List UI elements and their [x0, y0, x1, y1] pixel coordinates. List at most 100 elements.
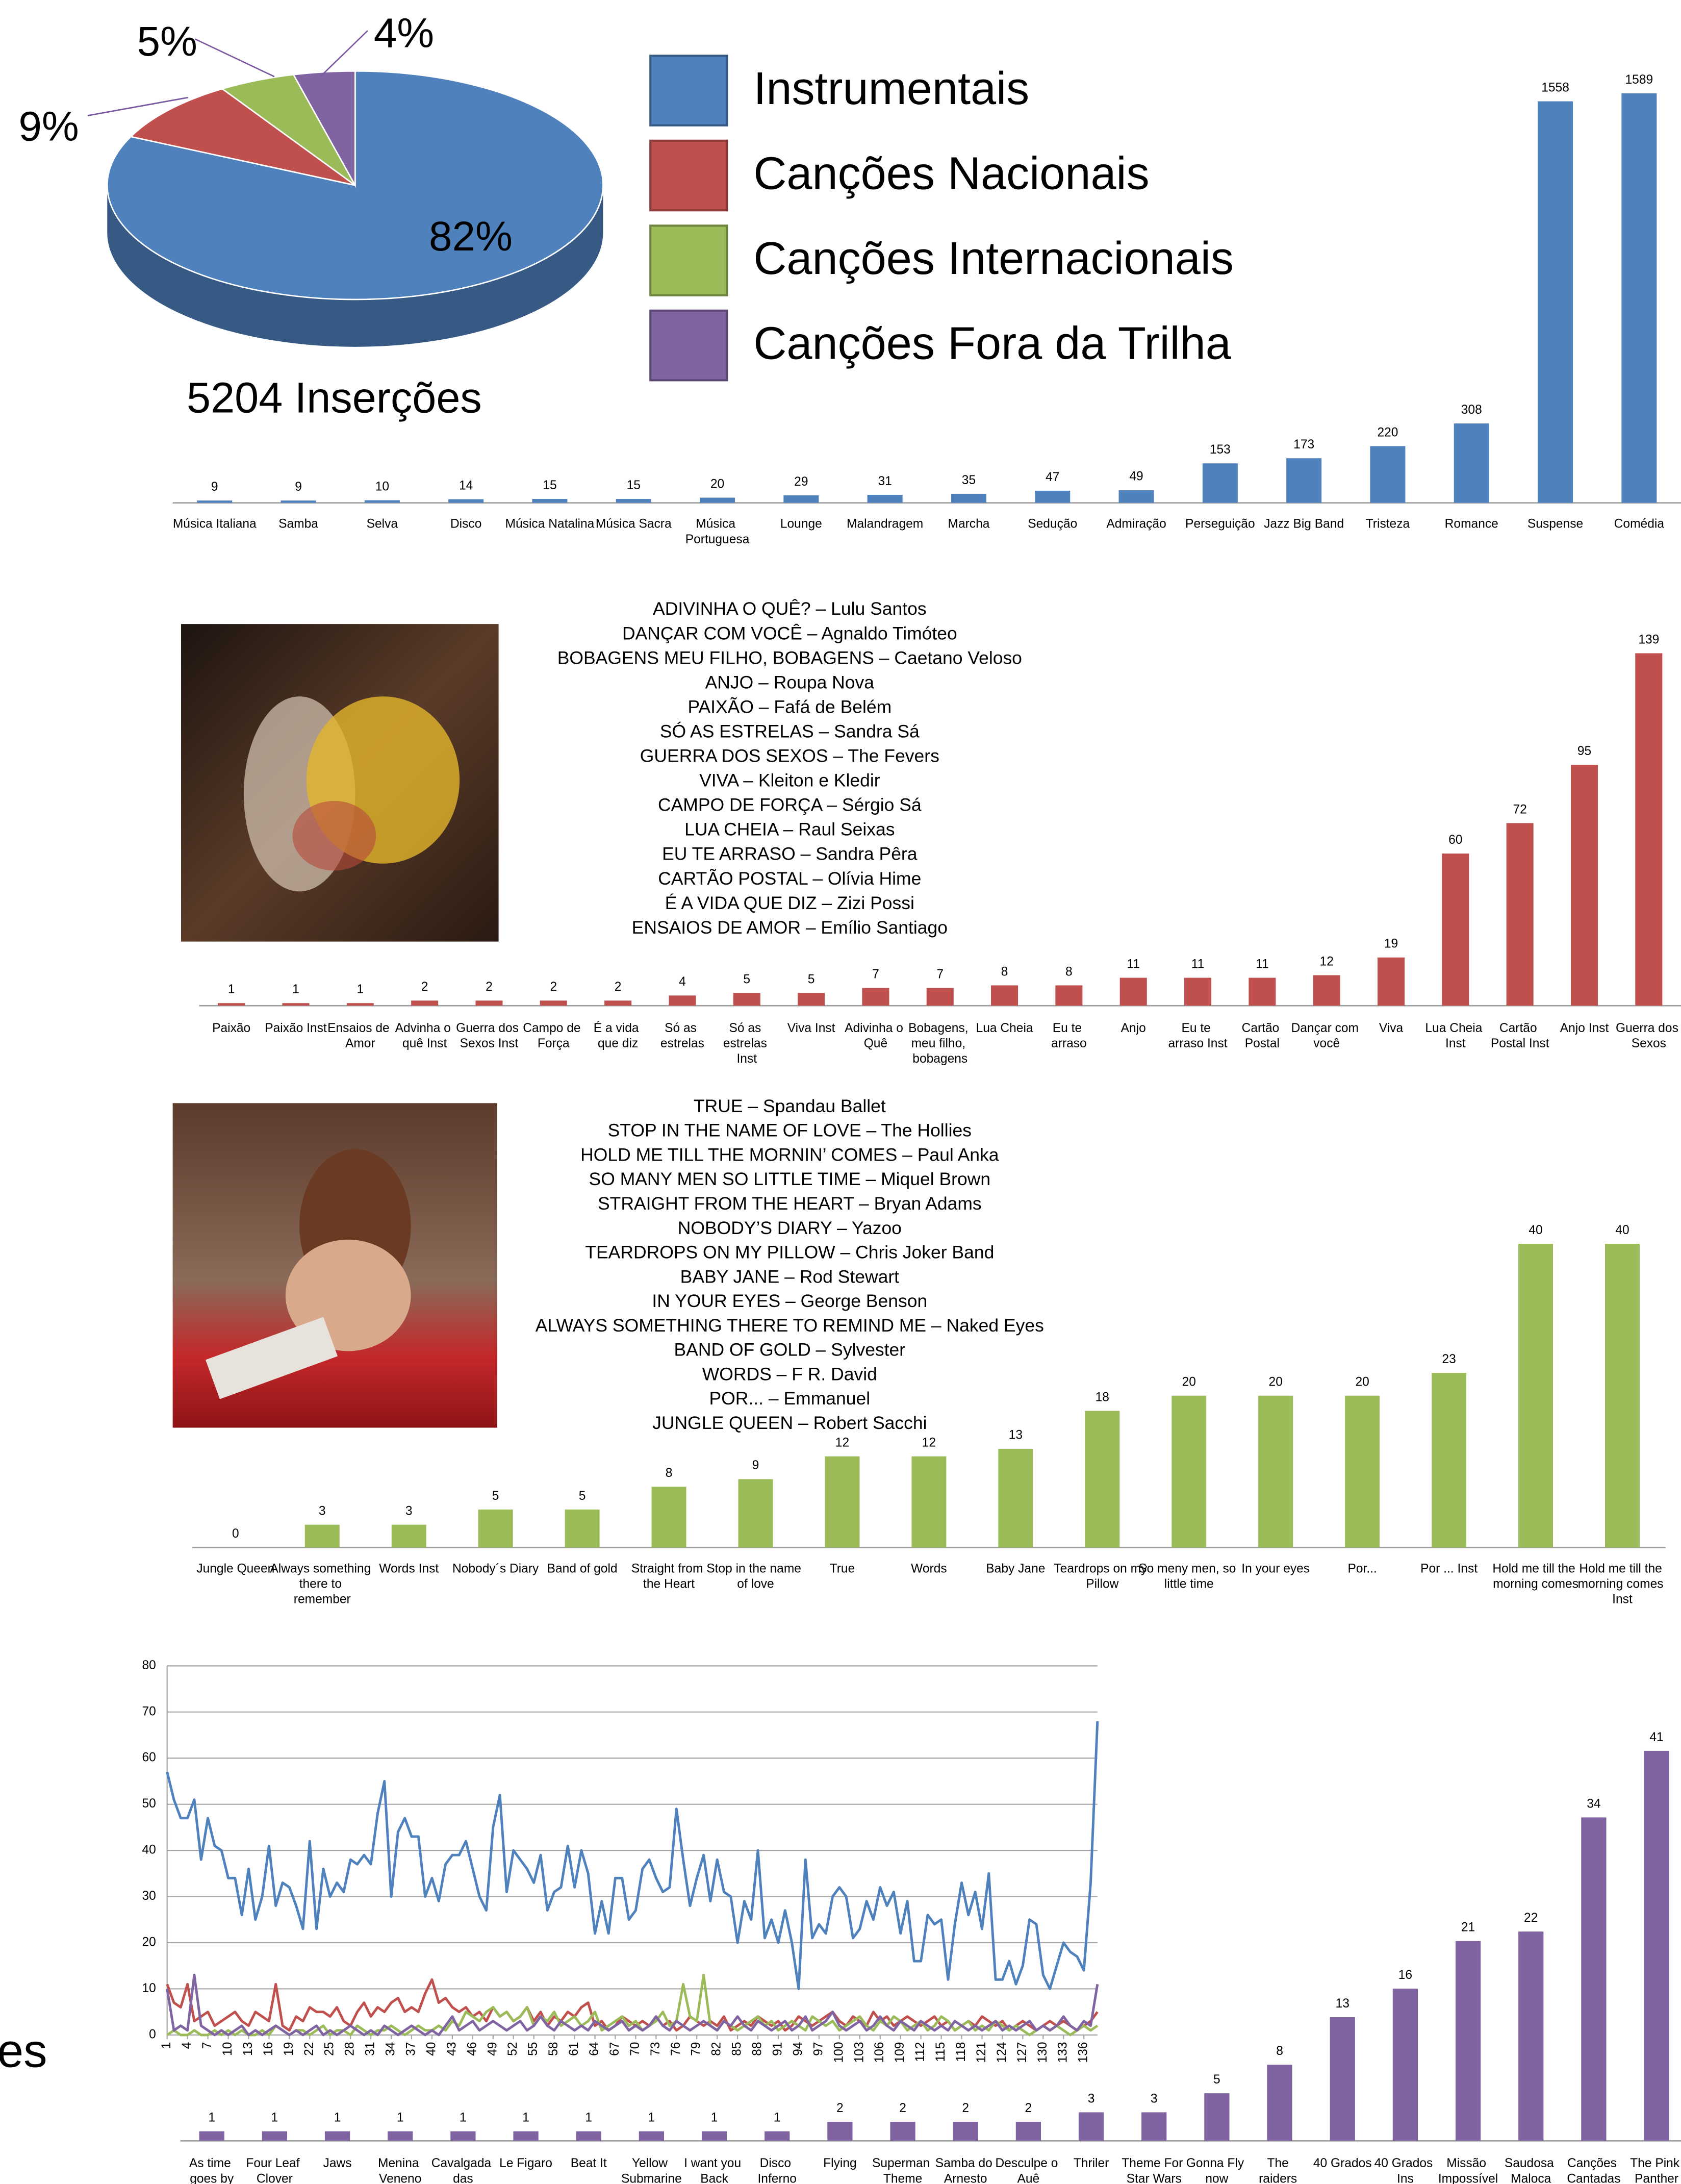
value-label: 13 — [1336, 1997, 1349, 2011]
x-tick-label: Lua Cheia Inst — [1425, 1021, 1486, 1050]
legend-swatch — [649, 139, 728, 212]
x-tick-label: Viva — [1379, 1021, 1404, 1035]
song-line: É A VIDA QUE DIZ – Zizi Possi — [665, 893, 914, 913]
bar — [1118, 490, 1154, 503]
song-line: ENSAIOS DE AMOR – Emílio Santiago — [632, 917, 948, 938]
bar — [1432, 1373, 1467, 1548]
value-label: 1 — [271, 2111, 278, 2125]
song-line: IN YOUR EYES – George Benson — [652, 1291, 927, 1311]
bar — [565, 1509, 600, 1548]
value-label: 5 — [1213, 2073, 1220, 2087]
bar — [513, 2131, 539, 2141]
bar — [346, 1003, 374, 1006]
value-label: 3 — [319, 1504, 326, 1518]
y-tick-label: 30 — [142, 1889, 156, 1903]
bar — [1204, 2093, 1230, 2141]
bar — [926, 988, 954, 1006]
bar — [953, 2122, 978, 2141]
x-tick-label: In your eyes — [1241, 1562, 1310, 1575]
value-label: 16 — [1398, 1968, 1412, 1982]
x-tick-label: 73 — [649, 2042, 663, 2056]
bar — [991, 985, 1018, 1006]
value-label: 1 — [522, 2111, 529, 2125]
bar — [1171, 1395, 1207, 1548]
bar — [1035, 490, 1071, 503]
line-series — [166, 1721, 1099, 1990]
value-label: 2 — [899, 2101, 906, 2115]
x-tick-label: So meny men, so little time — [1138, 1562, 1239, 1591]
x-tick-label: Always something there to remember — [270, 1562, 374, 1606]
value-label: 173 — [1293, 438, 1314, 451]
x-tick-label: Dançar com você — [1291, 1021, 1362, 1050]
x-tick-label: É a vida que diz — [594, 1021, 643, 1050]
x-tick-label: True — [830, 1562, 855, 1575]
x-tick-label: Música Portuguesa — [685, 517, 750, 546]
x-tick-label: 127 — [1015, 2042, 1029, 2063]
x-tick-label: Nobody´s Diary — [452, 1562, 539, 1575]
value-label: 12 — [1320, 955, 1334, 968]
x-tick-label: The raiders march — [1259, 2156, 1301, 2184]
x-tick-label: As time goes by — [189, 2156, 235, 2184]
x-tick-label: Thriler — [1074, 2156, 1109, 2170]
value-label: 10 — [375, 480, 389, 493]
x-tick-label: Paixão — [212, 1021, 250, 1035]
value-label: 20 — [1269, 1375, 1283, 1389]
bar — [281, 500, 316, 503]
value-label: 220 — [1377, 425, 1398, 439]
bar — [1267, 2065, 1292, 2141]
x-tick-label: Só as estrelas — [660, 1021, 704, 1050]
x-tick-label: Romance — [1445, 517, 1498, 531]
song-line: DANÇAR COM VOCÊ – Agnaldo Timóteo — [622, 623, 957, 643]
x-tick-label: Gonna Fly now — [1186, 2156, 1247, 2184]
x-tick-label: 13 — [241, 2042, 255, 2056]
value-label: 2 — [1025, 2101, 1032, 2115]
x-tick-label: 76 — [669, 2042, 683, 2056]
y-tick-label: 20 — [142, 1935, 156, 1949]
x-tick-label: 88 — [751, 2042, 765, 2056]
bar — [1078, 2112, 1104, 2141]
x-tick-label: 19 — [282, 2042, 296, 2056]
x-tick-label: 28 — [343, 2042, 357, 2056]
bar — [540, 1000, 567, 1006]
legend-label: Canções Nacionais — [753, 148, 1149, 199]
bar — [391, 1524, 426, 1548]
bar — [1392, 1989, 1418, 2141]
bar — [1378, 957, 1405, 1006]
x-tick-label: Música Italiana — [173, 517, 257, 531]
y-tick-label: 50 — [142, 1797, 156, 1811]
x-tick-label: Desculpe o Auê — [996, 2156, 1062, 2184]
leader-line — [320, 30, 368, 78]
x-tick-label: 55 — [526, 2042, 540, 2056]
x-tick-label: 10 — [221, 2042, 235, 2056]
legend-label: Canções Fora da Trilha — [753, 318, 1231, 369]
x-tick-label: 124 — [995, 2042, 1009, 2063]
value-label: 11 — [1127, 957, 1140, 971]
bar — [1258, 1395, 1293, 1548]
x-tick-label: 64 — [588, 2042, 601, 2056]
bar — [411, 1000, 439, 1006]
x-tick-label: Stop in the name of love — [706, 1562, 805, 1591]
value-label: 15 — [627, 479, 641, 492]
x-tick-label: Menina Veneno — [378, 2156, 422, 2184]
value-label: 8 — [1276, 2044, 1283, 2058]
bar — [1570, 765, 1598, 1006]
value-label: 1 — [228, 983, 235, 996]
bar — [1184, 977, 1212, 1006]
x-tick-label: Viva Inst — [787, 1021, 835, 1035]
value-label: 12 — [835, 1436, 849, 1450]
bar — [1370, 446, 1406, 503]
song-line: ADIVINHA O QUÊ? – Lulu Santos — [653, 598, 927, 619]
value-label: 5 — [808, 972, 815, 986]
x-tick-label: Lua Cheia — [976, 1021, 1033, 1035]
value-label: 34 — [1587, 1797, 1600, 1811]
x-tick-label: Advinha o quê Inst — [395, 1021, 454, 1050]
song-line: BABY JANE – Rod Stewart — [680, 1266, 899, 1287]
value-label: 2 — [550, 980, 557, 994]
x-tick-label: 25 — [323, 2042, 337, 2056]
x-tick-label: 94 — [791, 2042, 805, 2056]
value-label: 3 — [1088, 2092, 1095, 2105]
bar — [197, 500, 233, 503]
x-tick-label: Sedução — [1028, 517, 1077, 531]
y-tick-label: 80 — [142, 1659, 156, 1672]
line-series — [166, 1973, 1099, 2037]
